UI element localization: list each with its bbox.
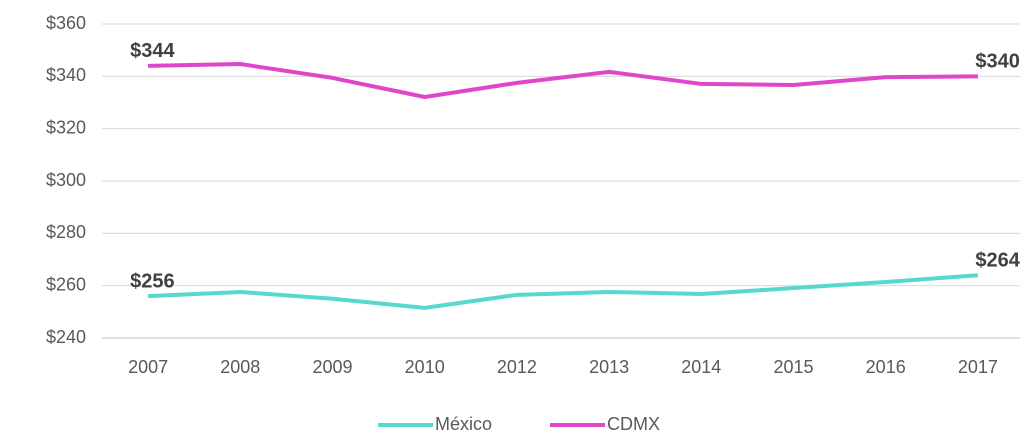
- y-tick-label: $340: [46, 65, 86, 85]
- x-tick-label: 2008: [220, 357, 260, 377]
- data-label: $340: [975, 51, 1020, 73]
- data-label: $344: [130, 40, 175, 62]
- legend-label: México: [435, 414, 492, 434]
- x-tick-label: 2012: [497, 357, 537, 377]
- y-tick-label: $320: [46, 117, 86, 137]
- data-label: $264: [975, 249, 1020, 271]
- x-tick-label: 2017: [958, 357, 998, 377]
- y-tick-label: $260: [46, 274, 86, 294]
- x-tick-label: 2010: [405, 357, 445, 377]
- series-line: [148, 273, 979, 310]
- legend-label: CDMX: [607, 414, 660, 434]
- y-tick-label: $300: [46, 170, 86, 190]
- x-tick-label: 2015: [773, 357, 813, 377]
- y-tick-label: $240: [46, 327, 86, 347]
- data-label: $256: [130, 270, 175, 292]
- y-tick-label: $360: [46, 13, 86, 33]
- series-line: [148, 62, 978, 100]
- y-tick-label: $280: [46, 222, 86, 242]
- x-tick-label: 2007: [128, 357, 168, 377]
- x-tick-label: 2009: [312, 357, 352, 377]
- x-tick-label: 2013: [589, 357, 629, 377]
- x-tick-label: 2014: [681, 357, 721, 377]
- x-tick-label: 2016: [866, 357, 906, 377]
